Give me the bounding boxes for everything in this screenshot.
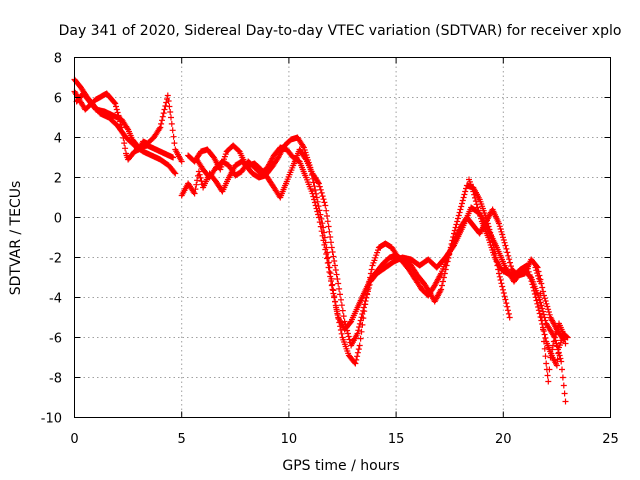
y-tick-label: -8 bbox=[49, 372, 62, 387]
grid bbox=[74, 57, 611, 418]
y-tick-label: -10 bbox=[41, 412, 62, 427]
x-axis-label: GPS time / hours bbox=[282, 458, 399, 474]
x-tick-label: 25 bbox=[602, 432, 619, 447]
y-tick-label: 8 bbox=[54, 52, 62, 67]
x-tick-label: 15 bbox=[388, 432, 405, 447]
y-tick-label: 6 bbox=[54, 92, 62, 107]
y-tick-label: -2 bbox=[49, 252, 62, 267]
series-markers bbox=[532, 264, 571, 385]
y-tick-label: -4 bbox=[49, 292, 62, 307]
series-markers bbox=[466, 176, 569, 369]
series-track bbox=[466, 176, 569, 369]
x-tick-label: 20 bbox=[495, 432, 512, 447]
x-tick-label: 10 bbox=[281, 432, 298, 447]
axis-ticks: 0 5 10 15 20 25 -10 -8 -6 -4 -2 0 2 4 6 8 bbox=[41, 52, 619, 448]
plot-frame bbox=[74, 57, 611, 418]
series-track bbox=[532, 264, 571, 385]
x-tick-label: 5 bbox=[178, 432, 186, 447]
y-tick-label: 0 bbox=[54, 212, 62, 227]
y-axis-label: SDTVAR / TECUs bbox=[8, 181, 24, 296]
y-tick-label: 4 bbox=[54, 132, 62, 147]
x-tick-label: 0 bbox=[70, 432, 78, 447]
chart-title: Day 341 of 2020, Sidereal Day-to-day VTE… bbox=[59, 23, 622, 39]
data-points bbox=[71, 76, 571, 405]
y-tick-label: -6 bbox=[49, 332, 62, 347]
y-tick-label: 2 bbox=[54, 172, 62, 187]
